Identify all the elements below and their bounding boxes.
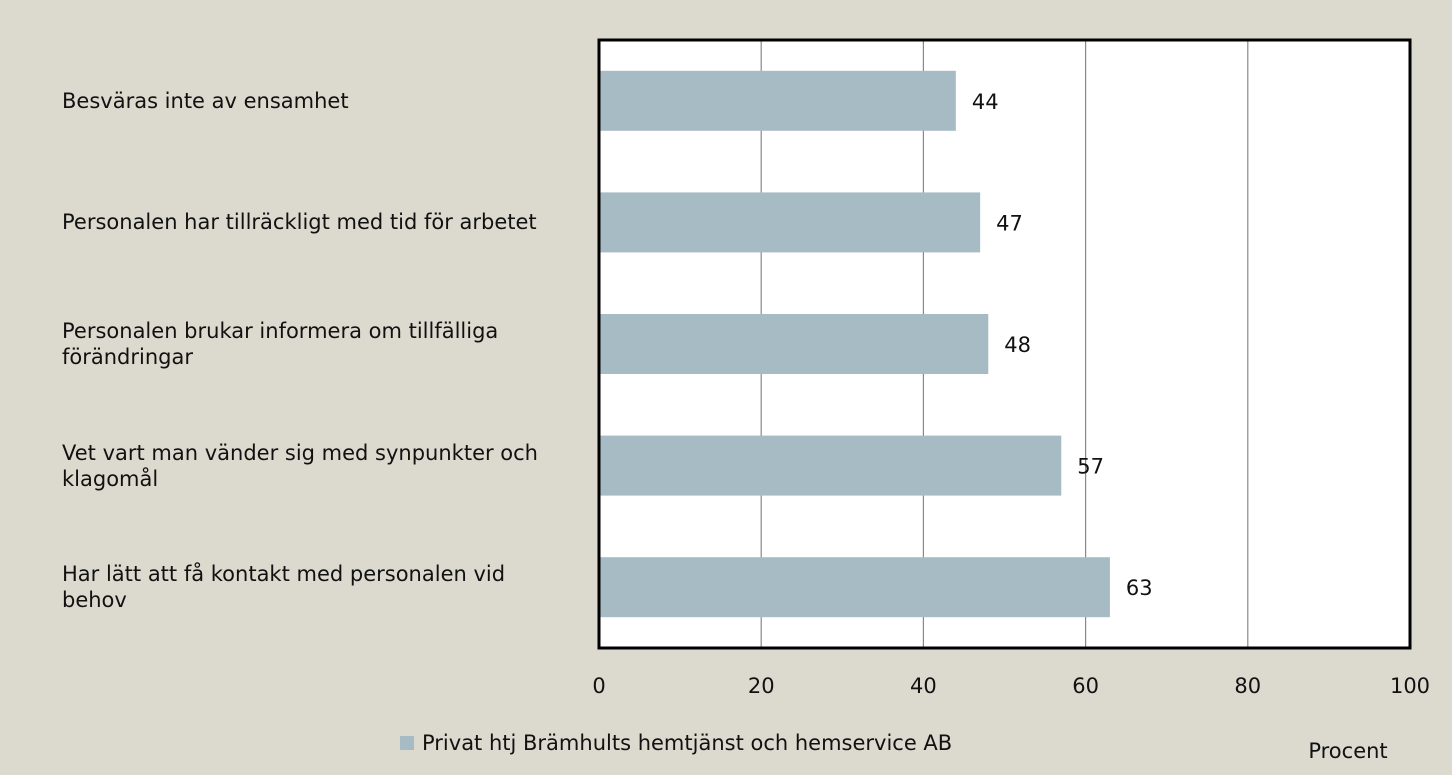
bar <box>599 70 956 131</box>
plot-border <box>597 38 1412 650</box>
legend-swatch <box>400 736 414 750</box>
x-tick-label: 40 <box>910 674 937 698</box>
bar <box>599 435 1062 496</box>
y-tick-label: Besväras inte av ensamhet <box>62 88 349 113</box>
x-tick-label: 60 <box>1072 674 1099 698</box>
y-tick-label: Personalen har tillräckligt med tid för … <box>62 210 537 235</box>
data-label: 57 <box>1077 455 1104 479</box>
x-tick-label: 80 <box>1234 674 1261 698</box>
data-label: 48 <box>1004 333 1031 357</box>
bar <box>599 314 989 374</box>
data-label: 44 <box>972 90 999 114</box>
y-tick-label: Har lätt att få kontakt med personalen v… <box>62 562 506 613</box>
legend-label: Privat htj Brämhults hemtjänst och hemse… <box>422 731 952 755</box>
y-tick-label: Vet vart man vänder sig med synpunkter o… <box>62 440 538 491</box>
x-tick-label: 100 <box>1390 674 1430 698</box>
bar <box>599 192 981 253</box>
x-tick-label: 0 <box>592 674 605 698</box>
data-label: 47 <box>996 211 1023 235</box>
y-tick-label: Personalen brukar informera om tillfälli… <box>62 319 499 369</box>
data-label: 63 <box>1126 576 1153 600</box>
bar <box>599 557 1110 618</box>
x-axis-label: Procent <box>1308 739 1387 763</box>
x-tick-label: 20 <box>748 674 775 698</box>
